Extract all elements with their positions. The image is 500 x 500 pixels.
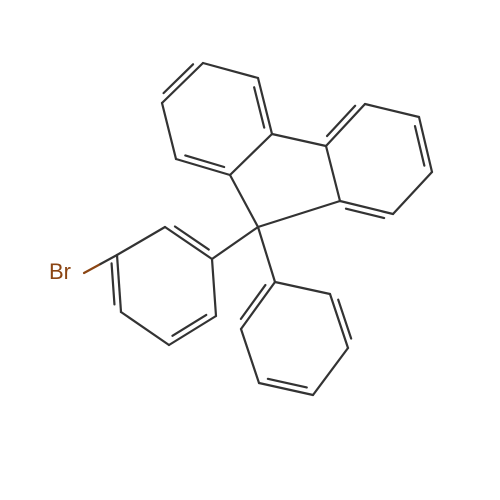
bond bbox=[112, 263, 115, 304]
bond bbox=[84, 264, 101, 273]
bond bbox=[117, 227, 165, 255]
bond bbox=[365, 104, 419, 117]
bond bbox=[241, 282, 275, 329]
bond bbox=[419, 117, 432, 172]
bond bbox=[327, 106, 355, 136]
bond bbox=[340, 201, 393, 214]
bond bbox=[241, 329, 259, 383]
bond bbox=[338, 300, 351, 339]
bond bbox=[275, 282, 330, 294]
bond bbox=[230, 134, 272, 175]
bond bbox=[164, 64, 194, 93]
bond bbox=[162, 103, 176, 159]
bond bbox=[203, 63, 258, 78]
bond bbox=[272, 134, 326, 146]
bond bbox=[258, 201, 340, 227]
chemical-structure-diagram: Br bbox=[0, 0, 500, 500]
bond bbox=[165, 227, 212, 259]
bond bbox=[326, 146, 340, 201]
bond bbox=[185, 155, 224, 167]
bond bbox=[117, 255, 121, 312]
bond bbox=[212, 259, 216, 316]
bond bbox=[259, 383, 313, 395]
bond bbox=[121, 312, 169, 345]
bond bbox=[258, 227, 275, 282]
bond bbox=[212, 227, 258, 259]
bond bbox=[162, 63, 203, 103]
atom-label-Br: Br bbox=[49, 259, 71, 284]
bond bbox=[326, 104, 365, 146]
bond bbox=[393, 172, 432, 214]
bond bbox=[169, 316, 216, 345]
bond bbox=[313, 348, 348, 395]
bond bbox=[230, 175, 258, 227]
bond bbox=[101, 255, 118, 264]
bond bbox=[258, 78, 272, 134]
